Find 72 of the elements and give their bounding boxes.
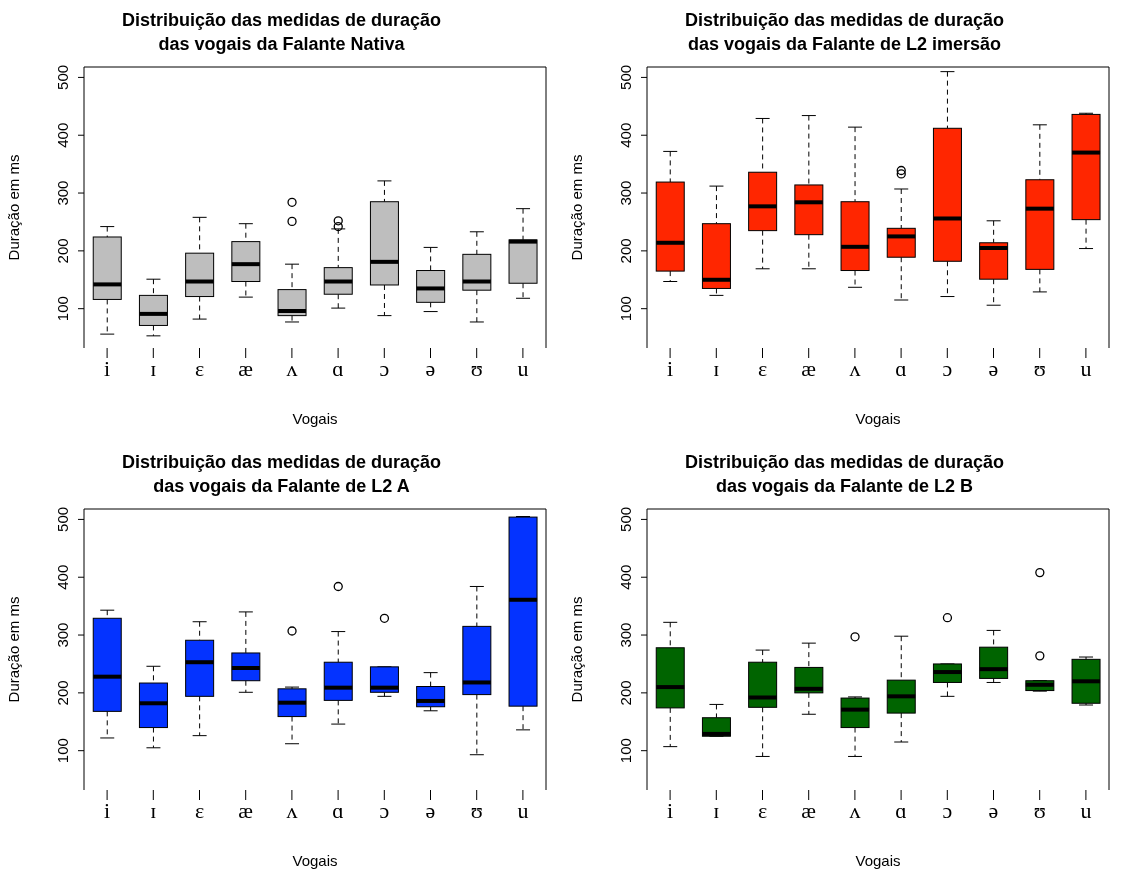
chart-title: Distribuição das medidas de duração das vogais da Falante de L2 B <box>683 451 1006 498</box>
y-axis-title: Duração em ms <box>568 596 586 703</box>
y-axis-title: Duração em ms <box>5 154 23 261</box>
chart-title: Distribuição das medidas de duração das vogais da Falante de L2 imersão <box>683 9 1006 56</box>
x-tick-label: ə <box>425 797 436 823</box>
x-tick-label: ʌ <box>286 797 298 823</box>
x-tick-label: ə <box>988 355 999 381</box>
chart-title: Distribuição das medidas de duração das vogais da Falante de L2 A <box>120 451 443 498</box>
x-tick-label: ɪ <box>713 797 720 823</box>
y-tick-label: 100 <box>617 296 634 322</box>
y-tick-label: 300 <box>617 180 634 206</box>
x-tick-label: ɔ <box>942 355 953 381</box>
x-tick-label: u <box>1080 797 1092 823</box>
y-tick-label: 400 <box>617 564 634 590</box>
y-tick-label: 500 <box>617 64 634 90</box>
y-tick-label: 400 <box>617 122 634 148</box>
y-axis-title: Duração em ms <box>568 154 586 261</box>
y-tick-label: 300 <box>617 622 634 648</box>
x-tick-label: ɑ <box>895 355 907 381</box>
x-tick-label: ɔ <box>942 797 953 823</box>
x-tick-label: ɔ <box>379 355 390 381</box>
x-tick-label: u <box>517 797 529 823</box>
x-tick-label: ɪ <box>713 355 720 381</box>
x-tick-label: ʊ <box>470 797 483 823</box>
x-tick-label: ɛ <box>757 355 768 381</box>
y-tick-label: 200 <box>54 680 71 706</box>
x-axis-title: Vogais <box>855 410 901 427</box>
x-tick-label: ʌ <box>849 797 861 823</box>
y-tick-label: 100 <box>54 738 71 764</box>
y-tick-label: 200 <box>617 680 634 706</box>
x-tick-label: ə <box>425 355 436 381</box>
x-tick-label: æ <box>801 355 817 381</box>
x-tick-label: æ <box>801 797 817 823</box>
x-tick-label: ʊ <box>1033 355 1046 381</box>
x-tick-label: ʌ <box>849 355 861 381</box>
x-tick-label: æ <box>238 355 254 381</box>
y-tick-label: 300 <box>54 180 71 206</box>
x-tick-label: æ <box>238 797 254 823</box>
x-axis-title: Vogais <box>292 410 338 427</box>
y-tick-label: 500 <box>617 506 634 532</box>
y-tick-label: 100 <box>617 738 634 764</box>
x-tick-label: ɛ <box>757 797 768 823</box>
x-tick-label: ɑ <box>332 797 344 823</box>
x-tick-label: ʊ <box>470 355 483 381</box>
x-tick-label: i <box>104 797 111 823</box>
x-tick-label: ɛ <box>194 355 205 381</box>
x-tick-label: i <box>104 355 111 381</box>
x-tick-label: ʊ <box>1033 797 1046 823</box>
x-tick-label: ɛ <box>194 797 205 823</box>
y-tick-label: 400 <box>54 564 71 590</box>
y-tick-label: 500 <box>54 506 71 532</box>
x-tick-label: ɔ <box>379 797 390 823</box>
x-tick-label: u <box>1080 355 1092 381</box>
x-tick-label: ʌ <box>286 355 298 381</box>
x-tick-label: ɑ <box>895 797 907 823</box>
chart-title: Distribuição das medidas de duração das vogais da Falante Nativa <box>120 9 443 56</box>
x-axis-title: Vogais <box>855 852 901 869</box>
x-tick-label: i <box>667 355 674 381</box>
x-tick-label: ɪ <box>150 797 157 823</box>
y-tick-label: 500 <box>54 64 71 90</box>
x-tick-label: ɪ <box>150 355 157 381</box>
y-tick-label: 200 <box>617 238 634 264</box>
x-axis-title: Vogais <box>292 852 338 869</box>
y-tick-label: 200 <box>54 238 71 264</box>
y-axis-title: Duração em ms <box>5 596 23 703</box>
x-tick-label: ə <box>988 797 999 823</box>
y-tick-label: 400 <box>54 122 71 148</box>
y-tick-label: 100 <box>54 296 71 322</box>
x-tick-label: u <box>517 355 529 381</box>
y-tick-label: 300 <box>54 622 71 648</box>
x-tick-label: ɑ <box>332 355 344 381</box>
x-tick-label: i <box>667 797 674 823</box>
